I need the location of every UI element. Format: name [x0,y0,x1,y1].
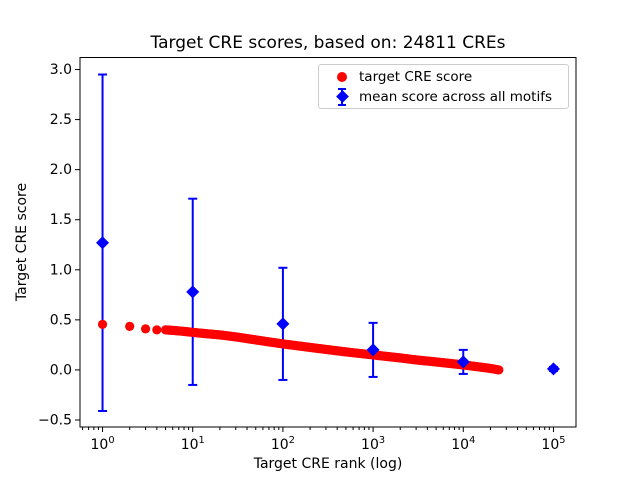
legend-item-target-cre-score: target CRE score [319,67,568,87]
diamond-marker [96,236,110,250]
x-tick-label: 100 [91,435,115,453]
circle-glyph [337,71,347,82]
legend: target CRE score mean score across all m… [318,64,569,109]
x-axis-label: Target CRE rank (log) [253,456,403,472]
y-axis-ticks: −0.5 0.0 0.5 1.0 1.5 2.0 2.5 3.0 [38,62,80,428]
y-tick-label: 2.0 [50,162,72,178]
x-tick-label: 102 [271,435,295,453]
diamond-marker [546,362,560,376]
y-tick-label: 0.5 [50,312,72,328]
legend-label: mean score across all motifs [359,88,553,105]
chart-title: Target CRE scores, based on: 24811 CREs [150,33,506,53]
y-axis-label: Target CRE score [14,182,30,302]
diamond-marker [276,317,290,331]
legend-item-mean-score: mean score across all motifs [319,87,568,107]
x-tick-label: 104 [451,435,475,453]
y-tick-label: 1.0 [50,262,72,278]
errorbar-lines [98,73,558,412]
diamond-marker [456,355,470,369]
y-tick-label: 2.5 [50,112,72,128]
y-tick-label: 0.0 [50,362,72,378]
axes-frame [79,57,577,428]
y-tick-label: 3.0 [50,62,72,78]
mean-diamond-markers [96,236,560,376]
y-tick-label: −0.5 [38,412,72,428]
diamond-marker [186,285,200,299]
legend-label: target CRE score [359,68,473,85]
x-tick-label: 101 [181,435,205,453]
x-minor-ticks [82,427,550,430]
x-axis-ticks: 100 101 102 103 104 105 [91,427,565,453]
red-circle-marker-icon [325,67,359,87]
x-tick-label: 103 [361,435,385,453]
x-tick-label: 105 [541,435,565,453]
y-tick-label: 1.5 [50,212,72,228]
red-scatter-series [97,319,504,375]
diamond-marker [366,343,380,357]
diamond-glyph [335,90,349,103]
blue-diamond-errorbar-marker-icon [325,87,359,107]
